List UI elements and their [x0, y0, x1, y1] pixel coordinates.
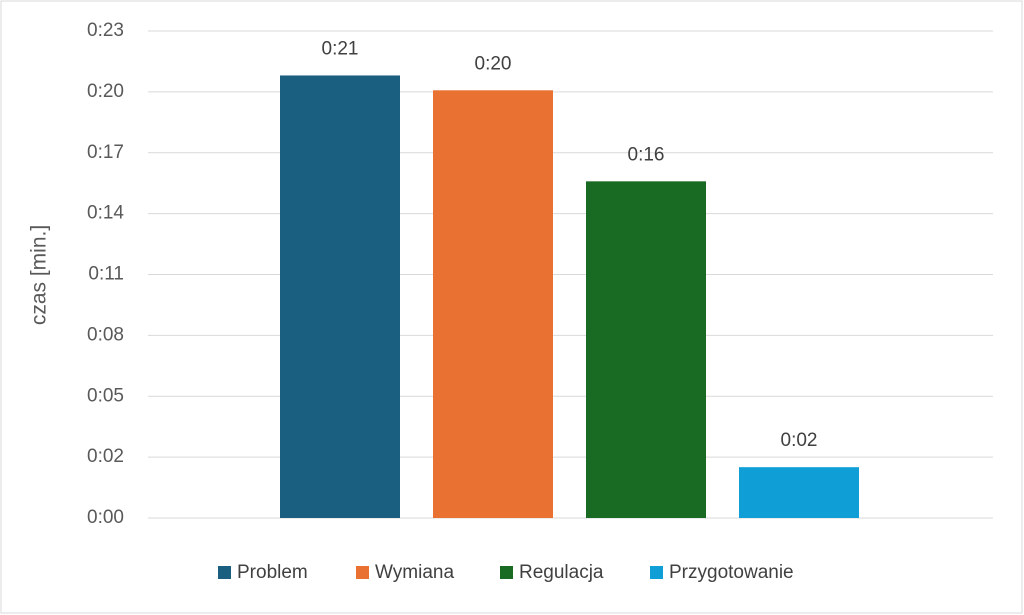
legend-label: Przygotowanie	[669, 562, 794, 583]
y-tick-label: 0:05	[87, 385, 124, 406]
legend-label: Regulacja	[519, 562, 604, 583]
bar	[586, 181, 706, 518]
y-tick-label: 0:02	[87, 446, 124, 467]
legend-label: Problem	[237, 562, 308, 583]
y-tick-label: 0:08	[87, 324, 124, 345]
bar	[739, 467, 859, 518]
y-axis-title: czas [min.]	[28, 225, 51, 325]
bar	[280, 75, 400, 519]
data-label: 0:20	[475, 53, 512, 74]
data-label: 0:02	[781, 430, 818, 451]
y-tick-label: 0:17	[87, 142, 124, 163]
legend-swatch	[500, 566, 513, 579]
y-tick-label: 0:00	[87, 507, 124, 528]
data-label: 0:16	[628, 144, 665, 165]
legend-label: Wymiana	[375, 562, 454, 583]
legend-swatch	[650, 566, 663, 579]
y-tick-label: 0:11	[88, 264, 124, 285]
y-tick-label: 0:20	[87, 81, 124, 102]
legend-swatch	[356, 566, 369, 579]
bar	[433, 90, 553, 518]
legend-swatch	[218, 566, 231, 579]
y-tick-label: 0:14	[87, 203, 124, 224]
data-label: 0:21	[322, 38, 359, 59]
y-tick-label: 0:23	[87, 20, 124, 41]
